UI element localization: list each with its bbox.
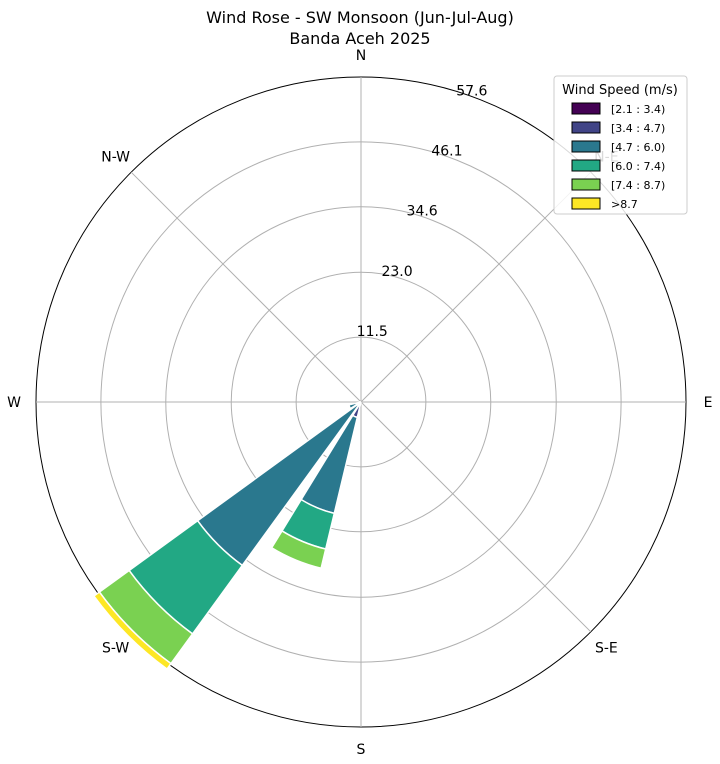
- legend-label: [2.1 : 3.4): [611, 103, 665, 116]
- legend-label: >8.7: [611, 198, 638, 211]
- legend-swatch: [571, 197, 601, 210]
- legend-swatch: [571, 102, 601, 115]
- direction-label: S-W: [102, 640, 129, 656]
- legend-swatch: [571, 140, 601, 153]
- direction-label: W: [7, 395, 21, 411]
- legend-label: [6.0 : 7.4): [611, 160, 665, 173]
- legend: Wind Speed (m/s) [2.1 : 3.4)[3.4 : 4.7)[…: [553, 75, 688, 215]
- direction-label: N-W: [101, 150, 130, 166]
- radial-tick-label: 57.6: [456, 84, 487, 100]
- grid-spoke: [360, 171, 592, 403]
- chart-title: Wind Rose - SW Monsoon (Jun-Jul-Aug): [206, 8, 514, 27]
- wind-bar-segment: [270, 529, 327, 570]
- legend-title: Wind Speed (m/s): [562, 83, 678, 98]
- legend-swatch: [571, 178, 601, 191]
- grid-spoke: [130, 171, 362, 403]
- direction-label: S: [357, 742, 366, 758]
- radial-tick-label: 11.5: [357, 324, 388, 340]
- chart-subtitle: Banda Aceh 2025: [289, 29, 430, 48]
- radial-tick-label: 34.6: [407, 204, 438, 220]
- legend-items: [2.1 : 3.4) [3.4 : 4.7) [4.7 : 6.0) [6.0 : …: [571, 102, 665, 211]
- radial-tick-labels: 11.5 23.0 34.6 46.1 57.6: [357, 84, 488, 340]
- direction-label: N: [356, 48, 366, 64]
- wind-bar-segment: [348, 402, 358, 410]
- legend-label: [7.4 : 8.7): [611, 179, 665, 192]
- direction-label: E: [704, 395, 713, 411]
- legend-swatch: [571, 159, 601, 172]
- legend-label: [4.7 : 6.0): [611, 141, 665, 154]
- legend-label: [3.4 : 4.7): [611, 122, 665, 135]
- wind-bar-segment: [92, 590, 173, 671]
- radial-tick-label: 46.1: [431, 144, 462, 160]
- direction-label: S-E: [595, 640, 618, 656]
- radial-tick-label: 23.0: [381, 264, 412, 280]
- grid-spoke: [360, 401, 592, 633]
- legend-swatch: [571, 121, 601, 134]
- wind-bars: [92, 400, 362, 671]
